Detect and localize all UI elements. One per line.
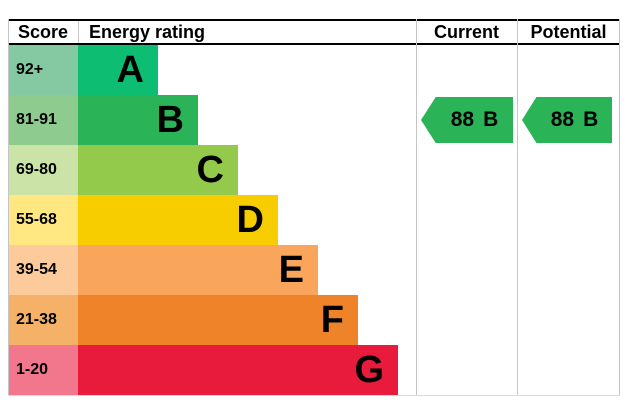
score-rating-divider bbox=[78, 21, 79, 43]
current-column-header: Current bbox=[433, 21, 499, 42]
rating-band-row: 1-20 G bbox=[9, 345, 398, 395]
current-score-value: 88 bbox=[450, 108, 475, 131]
table-right-border bbox=[619, 19, 620, 395]
rating-bar: D bbox=[78, 195, 278, 245]
rating-bar: G bbox=[78, 345, 398, 395]
score-column-header: Score bbox=[17, 21, 69, 42]
rating-bands: 92+ A 81-91 B 69-80 C 55-68 D 39-54 bbox=[9, 45, 398, 395]
score-range-cell: 39-54 bbox=[9, 245, 78, 295]
score-range-cell: 55-68 bbox=[9, 195, 78, 245]
rating-bar: F bbox=[78, 295, 358, 345]
rating-band-row: 69-80 C bbox=[9, 145, 398, 195]
potential-rating-arrow: 88 B bbox=[522, 97, 612, 143]
rating-letter: F bbox=[320, 299, 344, 341]
current-band-letter: B bbox=[483, 108, 499, 131]
potential-column-header: Potential bbox=[530, 21, 607, 42]
rating-letter: B bbox=[156, 99, 184, 141]
rating-letter: D bbox=[236, 199, 264, 241]
score-range-cell: 21-38 bbox=[9, 295, 78, 345]
rating-letter: E bbox=[278, 249, 304, 291]
chart-header: Score Energy rating Current Potential bbox=[8, 19, 620, 45]
rating-band-row: 55-68 D bbox=[9, 195, 398, 245]
rating-band-row: 92+ A bbox=[9, 45, 398, 95]
rating-letter: A bbox=[116, 49, 144, 91]
score-range-cell: 69-80 bbox=[9, 145, 78, 195]
rating-letter: G bbox=[354, 349, 384, 391]
rating-band-row: 39-54 E bbox=[9, 245, 398, 295]
rating-bar: A bbox=[78, 45, 158, 95]
rating-bar: C bbox=[78, 145, 238, 195]
potential-score-value: 88 bbox=[550, 108, 575, 131]
potential-band-letter: B bbox=[583, 108, 599, 131]
rating-band-row: 21-38 F bbox=[9, 295, 398, 345]
rating-letter: C bbox=[196, 149, 224, 191]
score-range-cell: 92+ bbox=[9, 45, 78, 95]
score-range-cell: 81-91 bbox=[9, 95, 78, 145]
score-range-cell: 1-20 bbox=[9, 345, 78, 395]
table-bottom-border bbox=[8, 395, 620, 396]
potential-column-divider bbox=[517, 19, 518, 395]
rating-band-row: 81-91 B bbox=[9, 95, 398, 145]
energy-rating-column-header: Energy rating bbox=[89, 21, 206, 42]
current-rating-arrow: 88 B bbox=[421, 97, 513, 143]
rating-bar: E bbox=[78, 245, 318, 295]
rating-bar: B bbox=[78, 95, 198, 145]
table-left-border bbox=[8, 19, 9, 395]
current-column-divider bbox=[416, 19, 417, 395]
